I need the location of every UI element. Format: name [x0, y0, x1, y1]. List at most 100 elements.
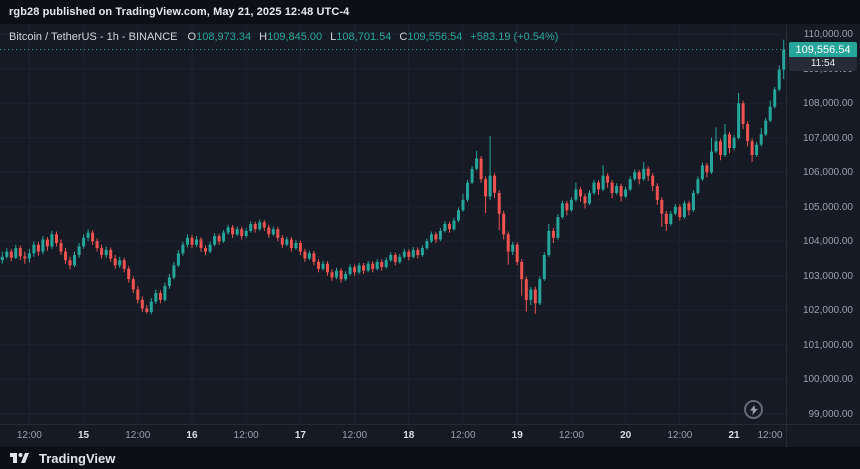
candle-body: [664, 213, 668, 224]
candle-body: [344, 274, 348, 280]
candle-body: [181, 244, 185, 254]
candle-body: [240, 229, 244, 237]
candle-body: [642, 168, 646, 180]
symbol-title[interactable]: Bitcoin / TetherUS - 1h - BINANCE: [9, 31, 178, 43]
time-tick-label: 18: [403, 430, 415, 441]
candle-body: [380, 261, 384, 268]
candle-body: [186, 237, 189, 245]
candle-body: [682, 203, 686, 218]
price-scale[interactable]: 109,556.54 11:54 110,000.00109,000.00108…: [786, 24, 860, 424]
candle-body: [303, 251, 307, 259]
candle-body: [9, 251, 13, 258]
candle-body: [520, 261, 524, 280]
time-tick-label: 17: [294, 430, 306, 441]
candle-body: [475, 158, 479, 169]
candle-body: [714, 141, 718, 152]
time-scale[interactable]: 12:00 15 12:00 16 12:00 17 12:00 18 12:00 19 12:00…: [0, 424, 786, 447]
candle-body: [317, 261, 320, 269]
candle-body: [497, 193, 501, 214]
candle-body: [32, 244, 36, 254]
candle-body: [768, 106, 772, 121]
candle-body: [710, 151, 713, 173]
candle-body: [375, 261, 379, 269]
candle-body: [68, 260, 72, 266]
candles: [0, 39, 786, 315]
candle-body: [750, 141, 754, 155]
price-tick-label: 102,000.00: [802, 305, 853, 317]
candle-body: [655, 186, 659, 200]
candle-body: [163, 286, 167, 300]
candle-body: [547, 230, 551, 255]
candle-body: [633, 172, 637, 180]
candle-body: [569, 199, 573, 211]
candle-body: [276, 229, 280, 238]
publish-info-bar: rgb28 published on TradingView.com, May …: [0, 0, 860, 24]
candle-body: [597, 182, 600, 190]
ohlc-open: O108,973.34: [187, 31, 252, 43]
candle-body: [407, 251, 411, 257]
candle-body: [493, 175, 497, 193]
candle-body: [782, 49, 786, 70]
candle-body: [398, 256, 402, 262]
candle-body: [732, 137, 736, 149]
price-tick-label: 107,000.00: [802, 132, 853, 144]
time-tick-label: 16: [186, 430, 198, 441]
candle-body: [73, 255, 76, 266]
candle-body: [280, 237, 284, 245]
candle-body: [91, 232, 95, 242]
candle-body: [154, 293, 158, 302]
candle-body: [145, 308, 149, 312]
candle-body: [253, 224, 257, 230]
candle-body: [95, 241, 99, 249]
candle-body: [326, 263, 329, 273]
candle-body: [167, 277, 171, 286]
candle-body: [615, 186, 619, 193]
time-tick-label: 20: [620, 430, 632, 441]
tradingview-logo-icon[interactable]: [10, 452, 32, 464]
candle-body: [624, 189, 628, 197]
candle-body: [651, 175, 655, 186]
candle-body: [470, 168, 474, 183]
candle-body: [479, 158, 483, 180]
candle-body: [109, 249, 113, 259]
candle-body: [551, 230, 555, 238]
candle-body: [258, 222, 262, 230]
candle-body: [524, 279, 528, 300]
time-tick-label: 15: [78, 430, 90, 441]
candlestick-chart[interactable]: [0, 24, 786, 424]
candle-body: [511, 244, 515, 252]
branding-bar: TradingView: [0, 447, 860, 469]
price-tick-label: 110,000.00: [803, 29, 853, 41]
candle-body: [619, 186, 623, 197]
candle-body: [235, 229, 239, 235]
candle-body: [307, 253, 311, 259]
candle-body: [267, 227, 271, 235]
candle-body: [136, 289, 140, 300]
candle-body: [484, 179, 488, 197]
candle-body: [606, 175, 610, 183]
candle-body: [285, 239, 289, 245]
tradingview-logo-text[interactable]: TradingView: [39, 450, 116, 466]
candle-body: [448, 224, 451, 230]
candle-body: [222, 232, 226, 242]
price-tick-label: 108,000.00: [802, 98, 853, 110]
candle-body: [592, 182, 596, 193]
candle-body: [384, 260, 388, 268]
candle-body: [312, 253, 316, 262]
candle-body: [773, 89, 777, 107]
candle-body: [583, 196, 587, 204]
candle-body: [118, 260, 122, 266]
candle-body: [420, 248, 424, 255]
candle-body: [438, 230, 442, 240]
candle-body: [244, 230, 248, 237]
candle-body: [348, 267, 352, 274]
candle-body: [506, 234, 510, 252]
tradingview-mark-icon[interactable]: [744, 400, 763, 419]
time-tick-label: 12:00: [558, 430, 584, 441]
candle-body: [213, 236, 217, 245]
price-tick-label: 105,000.00: [802, 201, 853, 213]
chart-pane[interactable]: [0, 24, 786, 424]
grid-lines: [0, 24, 786, 424]
time-tick-label: 21: [728, 430, 740, 441]
candle-body: [488, 175, 492, 197]
